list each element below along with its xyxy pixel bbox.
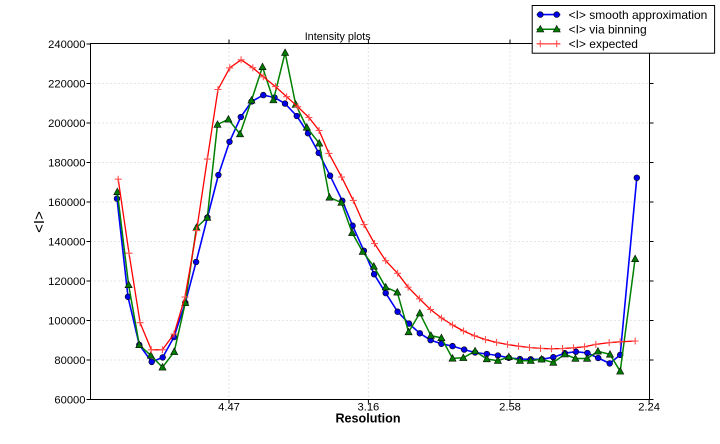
svg-text:220000: 220000 xyxy=(48,78,85,90)
svg-text:100000: 100000 xyxy=(48,315,85,327)
svg-text:200000: 200000 xyxy=(48,118,85,130)
svg-text:4.47: 4.47 xyxy=(218,402,240,414)
svg-text:2.58: 2.58 xyxy=(499,402,521,414)
svg-text:60000: 60000 xyxy=(54,394,85,406)
svg-text:<I> expected: <I> expected xyxy=(569,37,638,51)
svg-text:140000: 140000 xyxy=(48,236,85,248)
svg-text:Intensity plots: Intensity plots xyxy=(305,31,372,43)
svg-text:160000: 160000 xyxy=(48,197,85,209)
svg-text:<I> smooth approximation: <I> smooth approximation xyxy=(569,8,708,22)
svg-text:80000: 80000 xyxy=(54,355,85,367)
svg-text:120000: 120000 xyxy=(48,276,85,288)
svg-text:<I> via binning: <I> via binning xyxy=(569,23,647,37)
svg-text:240000: 240000 xyxy=(48,39,85,51)
svg-text:2.24: 2.24 xyxy=(638,402,660,414)
svg-text:Resolution: Resolution xyxy=(335,412,400,426)
svg-text:3.16: 3.16 xyxy=(358,402,380,414)
svg-text:180000: 180000 xyxy=(48,157,85,169)
svg-text:<I>: <I> xyxy=(31,211,48,233)
